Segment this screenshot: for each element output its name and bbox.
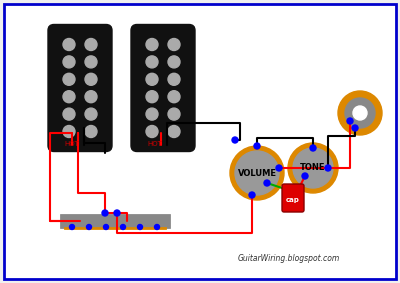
- Circle shape: [146, 73, 158, 85]
- Circle shape: [345, 98, 375, 128]
- Circle shape: [63, 125, 75, 138]
- Circle shape: [168, 91, 180, 103]
- Circle shape: [288, 143, 338, 193]
- Circle shape: [235, 151, 279, 195]
- Circle shape: [168, 38, 180, 50]
- Circle shape: [85, 108, 97, 120]
- Text: GuitarWiring.blogspot.com: GuitarWiring.blogspot.com: [238, 254, 340, 263]
- Circle shape: [85, 38, 97, 50]
- FancyBboxPatch shape: [48, 25, 112, 151]
- Circle shape: [352, 125, 358, 131]
- FancyBboxPatch shape: [282, 184, 304, 212]
- Text: HOT: HOT: [64, 141, 79, 147]
- Circle shape: [254, 143, 260, 149]
- Circle shape: [276, 165, 282, 171]
- Circle shape: [114, 210, 120, 216]
- Circle shape: [85, 125, 97, 138]
- Circle shape: [85, 56, 97, 68]
- Circle shape: [138, 224, 142, 230]
- Circle shape: [120, 224, 126, 230]
- Circle shape: [104, 224, 108, 230]
- Circle shape: [63, 56, 75, 68]
- Circle shape: [146, 108, 158, 120]
- Circle shape: [63, 73, 75, 85]
- Circle shape: [168, 125, 180, 138]
- Circle shape: [325, 165, 331, 171]
- Circle shape: [338, 91, 382, 135]
- Circle shape: [85, 73, 97, 85]
- Circle shape: [310, 145, 316, 151]
- Circle shape: [63, 91, 75, 103]
- Circle shape: [168, 108, 180, 120]
- Circle shape: [146, 38, 158, 50]
- Circle shape: [302, 173, 308, 179]
- Circle shape: [146, 125, 158, 138]
- Text: VOLUME: VOLUME: [238, 168, 276, 177]
- Circle shape: [70, 224, 74, 230]
- Circle shape: [63, 38, 75, 50]
- Bar: [60, 214, 170, 228]
- Circle shape: [168, 56, 180, 68]
- Text: cap: cap: [286, 197, 300, 203]
- Circle shape: [264, 180, 270, 186]
- Circle shape: [347, 118, 353, 124]
- Circle shape: [146, 56, 158, 68]
- Circle shape: [85, 91, 97, 103]
- Text: HOT: HOT: [147, 141, 162, 147]
- Circle shape: [230, 146, 284, 200]
- Circle shape: [168, 73, 180, 85]
- Circle shape: [232, 137, 238, 143]
- Circle shape: [102, 210, 108, 216]
- FancyBboxPatch shape: [131, 25, 195, 151]
- Circle shape: [154, 224, 160, 230]
- Circle shape: [86, 224, 92, 230]
- Circle shape: [249, 192, 255, 198]
- Circle shape: [146, 91, 158, 103]
- Text: TONE: TONE: [300, 164, 326, 173]
- Circle shape: [353, 106, 367, 120]
- Circle shape: [293, 148, 333, 188]
- Circle shape: [63, 108, 75, 120]
